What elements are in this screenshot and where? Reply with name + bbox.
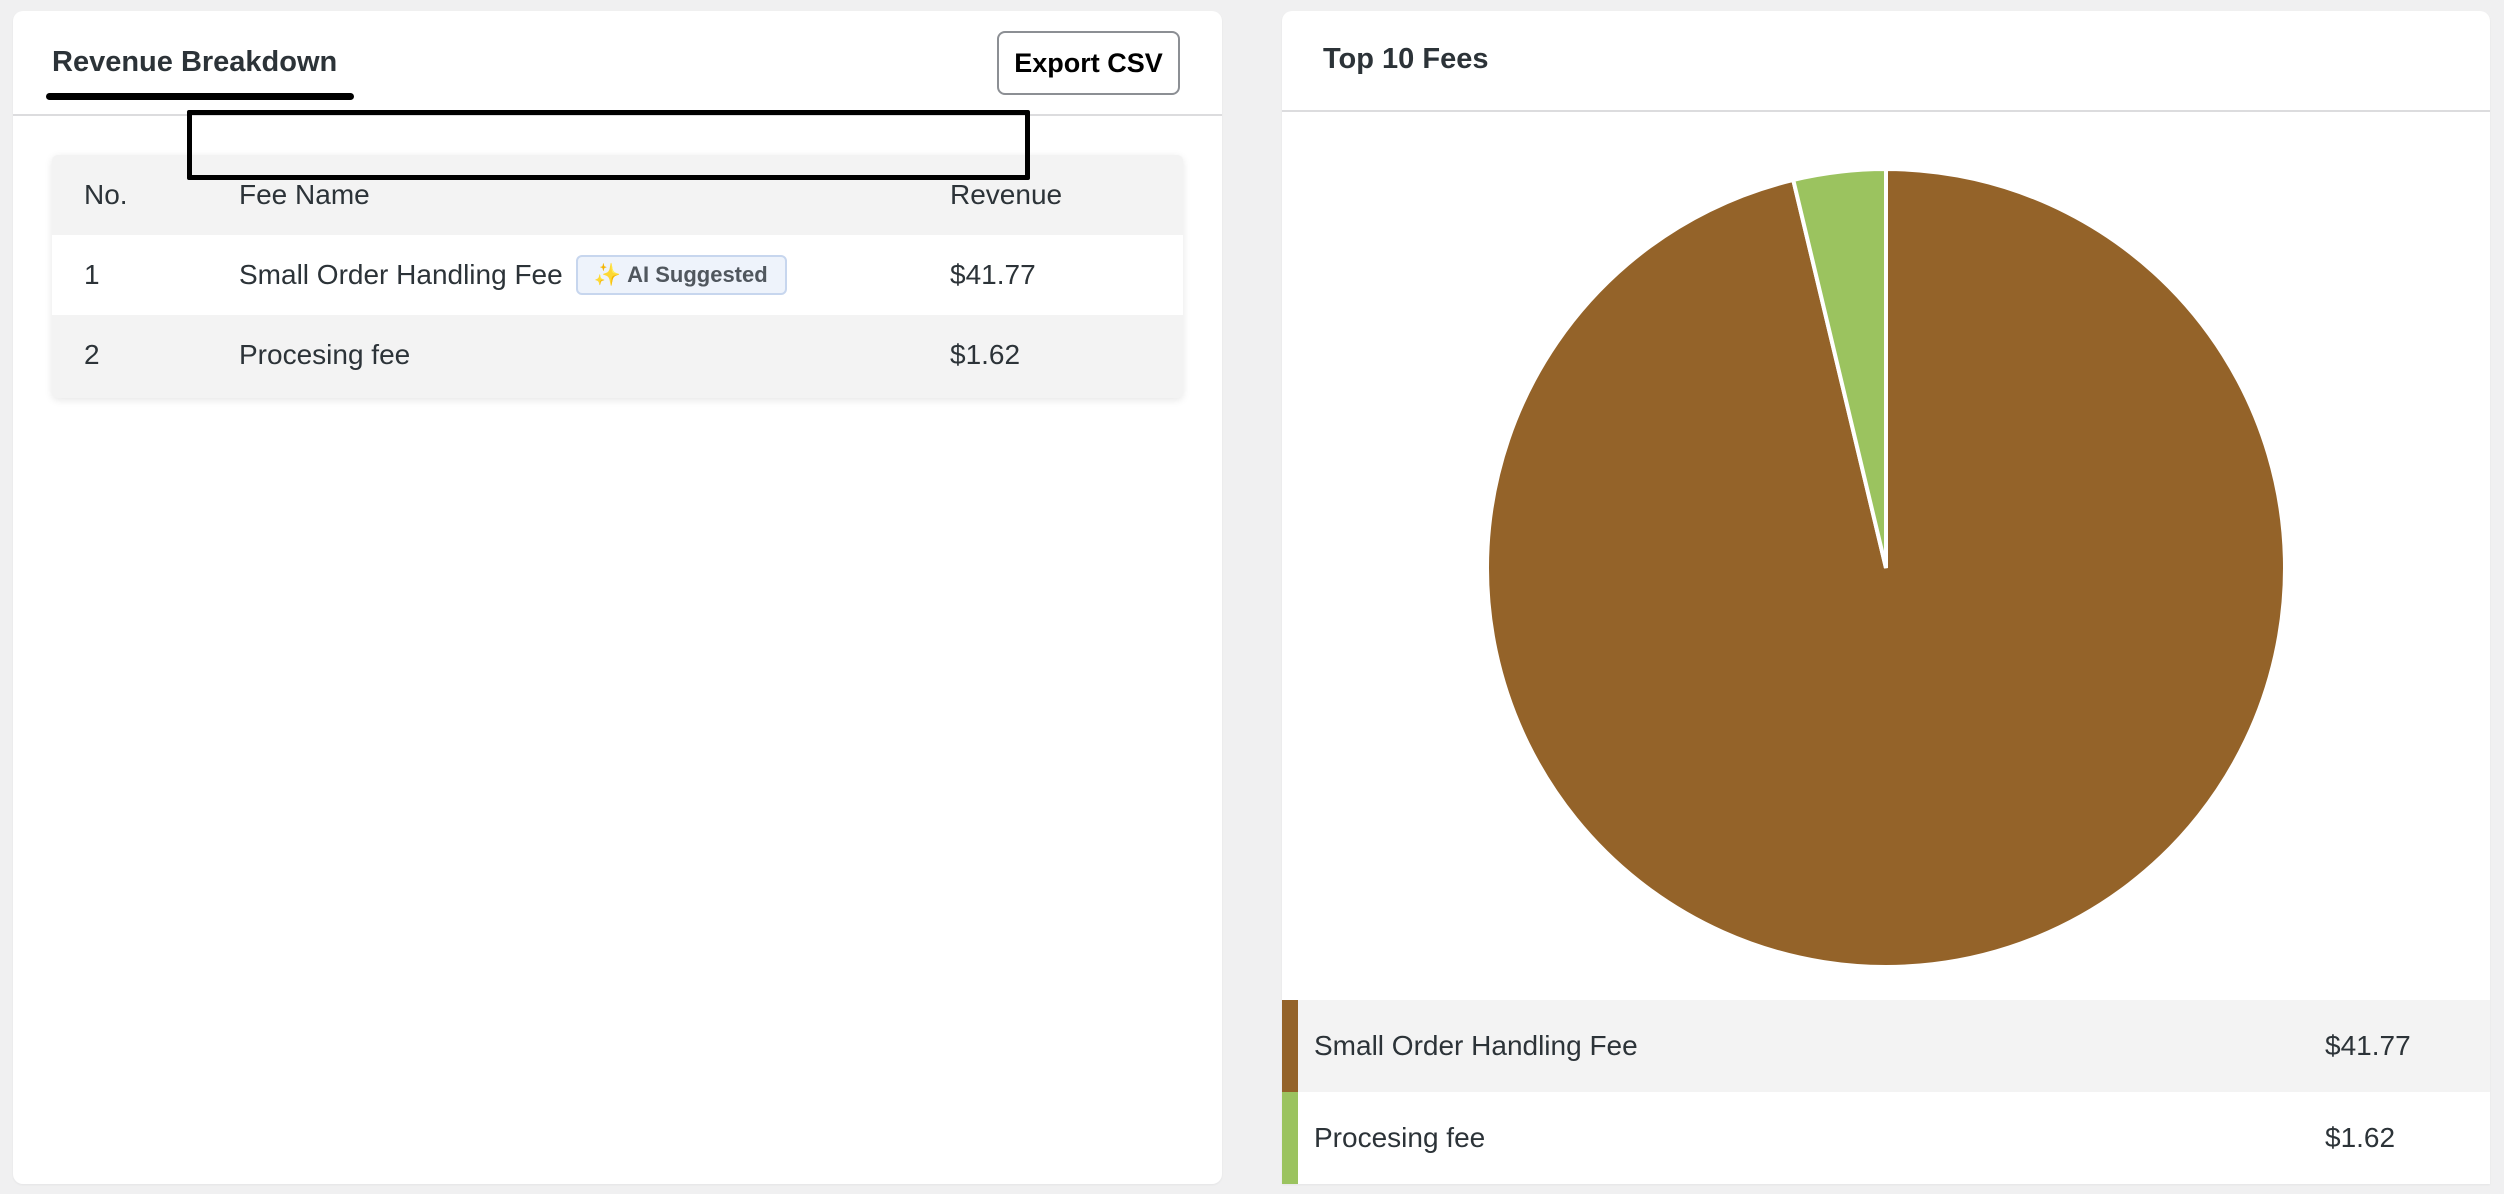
- ai-suggested-badge: ✨ AI Suggested: [575, 255, 787, 295]
- revenue-breakdown-card: Revenue Breakdown Export CSV No. Fee Nam…: [13, 11, 1222, 1184]
- chart-title: Top 10 Fees: [1323, 43, 1489, 75]
- fee-name: Procesing fee: [239, 339, 411, 370]
- legend-item[interactable]: Procesing fee $1.62: [1282, 1092, 2490, 1184]
- fee-name-cell: Small Order Handling Fee ✨ AI Suggested: [239, 235, 787, 315]
- column-header-fee-name: Fee Name: [239, 179, 370, 210]
- breakdown-header: Revenue Breakdown Export CSV: [13, 11, 1222, 116]
- legend-label: Procesing fee: [1314, 1122, 1486, 1153]
- export-csv-button[interactable]: Export CSV: [997, 31, 1180, 95]
- row-highlight-outline: [187, 110, 1030, 180]
- legend-value: $41.77: [2325, 1030, 2411, 1061]
- top-fees-card: Top 10 Fees Small Order Handling Fee $41…: [1282, 11, 2490, 1184]
- pie-chart: [1485, 166, 2287, 969]
- pie-slice-procesing-fee[interactable]: [1790, 166, 1888, 569]
- fee-name: Small Order Handling Fee: [239, 259, 563, 290]
- table-header-row: No. Fee Name Revenue: [52, 155, 1183, 235]
- top-fees-header: Top 10 Fees: [1282, 11, 2490, 112]
- legend-swatch: [1282, 1092, 1298, 1184]
- legend-item[interactable]: Small Order Handling Fee $41.77: [1282, 1000, 2490, 1092]
- ai-suggested-label: AI Suggested: [627, 262, 768, 287]
- table-row[interactable]: 2 Procesing fee $1.62: [52, 315, 1183, 398]
- legend-value: $1.62: [2325, 1122, 2396, 1153]
- row-number: 2: [84, 339, 100, 370]
- row-number: 1: [84, 259, 100, 290]
- fees-table: No. Fee Name Revenue 1 Small Order Handl…: [52, 155, 1183, 398]
- column-header-revenue: Revenue: [950, 179, 1063, 210]
- sparkle-icon: ✨: [593, 262, 622, 287]
- revenue-value: $1.62: [950, 339, 1021, 370]
- table-row[interactable]: 1 Small Order Handling Fee ✨ AI Suggeste…: [52, 235, 1183, 315]
- active-tab-indicator: [46, 93, 354, 100]
- revenue-value: $41.77: [950, 259, 1036, 290]
- column-header-no: No.: [84, 179, 128, 210]
- legend-label: Small Order Handling Fee: [1314, 1030, 1638, 1061]
- tab-revenue-breakdown[interactable]: Revenue Breakdown: [52, 46, 338, 78]
- legend-swatch: [1282, 1000, 1298, 1092]
